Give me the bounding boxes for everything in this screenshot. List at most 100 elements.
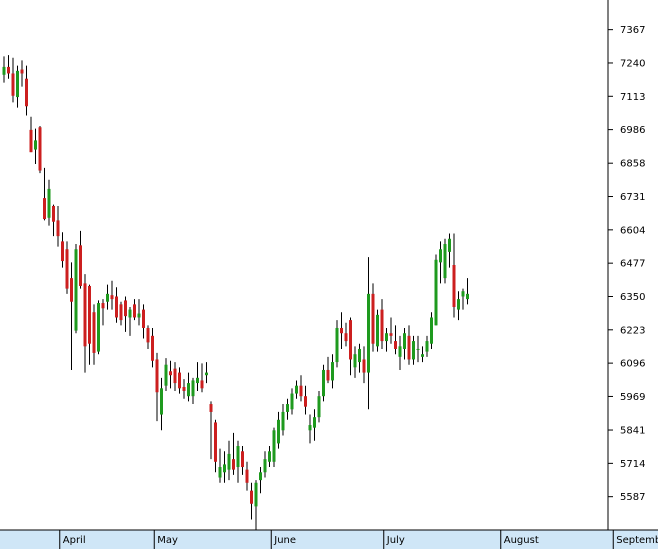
candle-body <box>394 341 397 349</box>
candle-body <box>196 377 199 384</box>
candle-58 <box>263 451 267 478</box>
candle-24 <box>110 280 114 310</box>
candle-body <box>259 472 262 481</box>
candle-body <box>443 244 447 279</box>
y-tick-label: 6477 <box>620 259 645 270</box>
candle-body <box>97 303 100 352</box>
candle-body <box>191 380 195 397</box>
month-band <box>0 530 658 549</box>
candle-52 <box>236 440 240 483</box>
candle-50 <box>227 440 231 481</box>
candle-body <box>416 348 420 350</box>
candle-body <box>295 385 298 394</box>
candle-body <box>452 265 456 307</box>
candle-45 <box>205 362 208 384</box>
candle-body <box>209 404 213 412</box>
candle-38 <box>173 362 177 391</box>
candle-76 <box>344 322 348 347</box>
y-tick-label: 6986 <box>620 125 645 136</box>
candle-body <box>124 300 127 317</box>
candle-6 <box>29 116 33 153</box>
y-tick-label: 6604 <box>620 225 645 236</box>
candle-body <box>407 335 411 360</box>
y-tick-label: 6350 <box>620 292 645 303</box>
candle-55 <box>250 482 253 520</box>
candle-28 <box>128 306 132 336</box>
candle-9 <box>43 167 46 221</box>
candle-body <box>335 327 339 363</box>
candle-body <box>119 304 123 321</box>
candle-body <box>205 372 208 376</box>
candle-body <box>155 359 159 393</box>
candle-66 <box>299 375 303 402</box>
candle-49 <box>223 451 226 483</box>
candle-body <box>20 69 24 74</box>
candle-body <box>70 278 73 302</box>
candle-68 <box>308 414 312 444</box>
candle-body <box>79 245 82 286</box>
candle-64 <box>290 388 294 415</box>
candle-body <box>169 371 172 376</box>
candle-34 <box>155 352 159 422</box>
candle-82 <box>371 283 375 352</box>
candle-body <box>241 451 244 468</box>
candle-body <box>326 369 330 381</box>
candle-13 <box>61 232 64 268</box>
candle-body <box>74 249 78 331</box>
candle-4 <box>20 60 24 87</box>
candle-95 <box>430 312 433 349</box>
candle-17 <box>79 230 82 289</box>
candle-body <box>322 369 325 397</box>
candle-26 <box>119 301 123 326</box>
candle-7 <box>34 128 37 164</box>
candle-body <box>65 249 69 289</box>
candle-81 <box>367 257 370 410</box>
candle-69 <box>313 409 316 441</box>
candle-body <box>277 419 280 444</box>
candle-31 <box>142 304 145 339</box>
candle-body <box>376 314 379 347</box>
candle-body <box>439 249 442 263</box>
candle-body <box>43 198 46 220</box>
candle-body <box>448 238 451 252</box>
month-label: April <box>63 535 86 546</box>
candle-72 <box>326 356 330 384</box>
candle-body <box>61 241 64 262</box>
candle-54 <box>245 461 249 491</box>
y-tick-label: 7367 <box>620 25 645 36</box>
y-tick-label: 6223 <box>620 325 645 336</box>
candle-99 <box>448 233 451 268</box>
candle-85 <box>385 327 388 352</box>
candle-body <box>349 320 352 360</box>
candle-body <box>164 364 168 386</box>
candle-body <box>331 362 334 381</box>
candle-3 <box>16 65 19 108</box>
candle-body <box>353 354 357 368</box>
month-label: July <box>386 535 405 546</box>
candle-92 <box>416 335 420 363</box>
candle-93 <box>421 346 424 363</box>
candle-37 <box>169 360 172 389</box>
candle-67 <box>304 385 307 415</box>
y-tick-label: 6096 <box>620 359 645 370</box>
candle-body <box>56 220 60 237</box>
candle-36 <box>164 358 168 391</box>
candle-body <box>358 348 361 363</box>
candle-80 <box>362 346 366 384</box>
candle-62 <box>281 404 285 436</box>
y-tick-label: 6858 <box>620 159 645 170</box>
candle-body <box>250 490 253 504</box>
candle-47 <box>214 419 217 473</box>
candle-body <box>367 293 370 373</box>
candle-23 <box>106 284 109 310</box>
candle-35 <box>160 377 163 431</box>
candle-body <box>151 335 154 361</box>
candle-14 <box>65 241 69 294</box>
candle-75 <box>340 312 343 349</box>
candle-body <box>2 66 6 75</box>
candle-15 <box>70 262 73 370</box>
candle-74 <box>335 320 339 368</box>
candle-body <box>389 333 393 336</box>
